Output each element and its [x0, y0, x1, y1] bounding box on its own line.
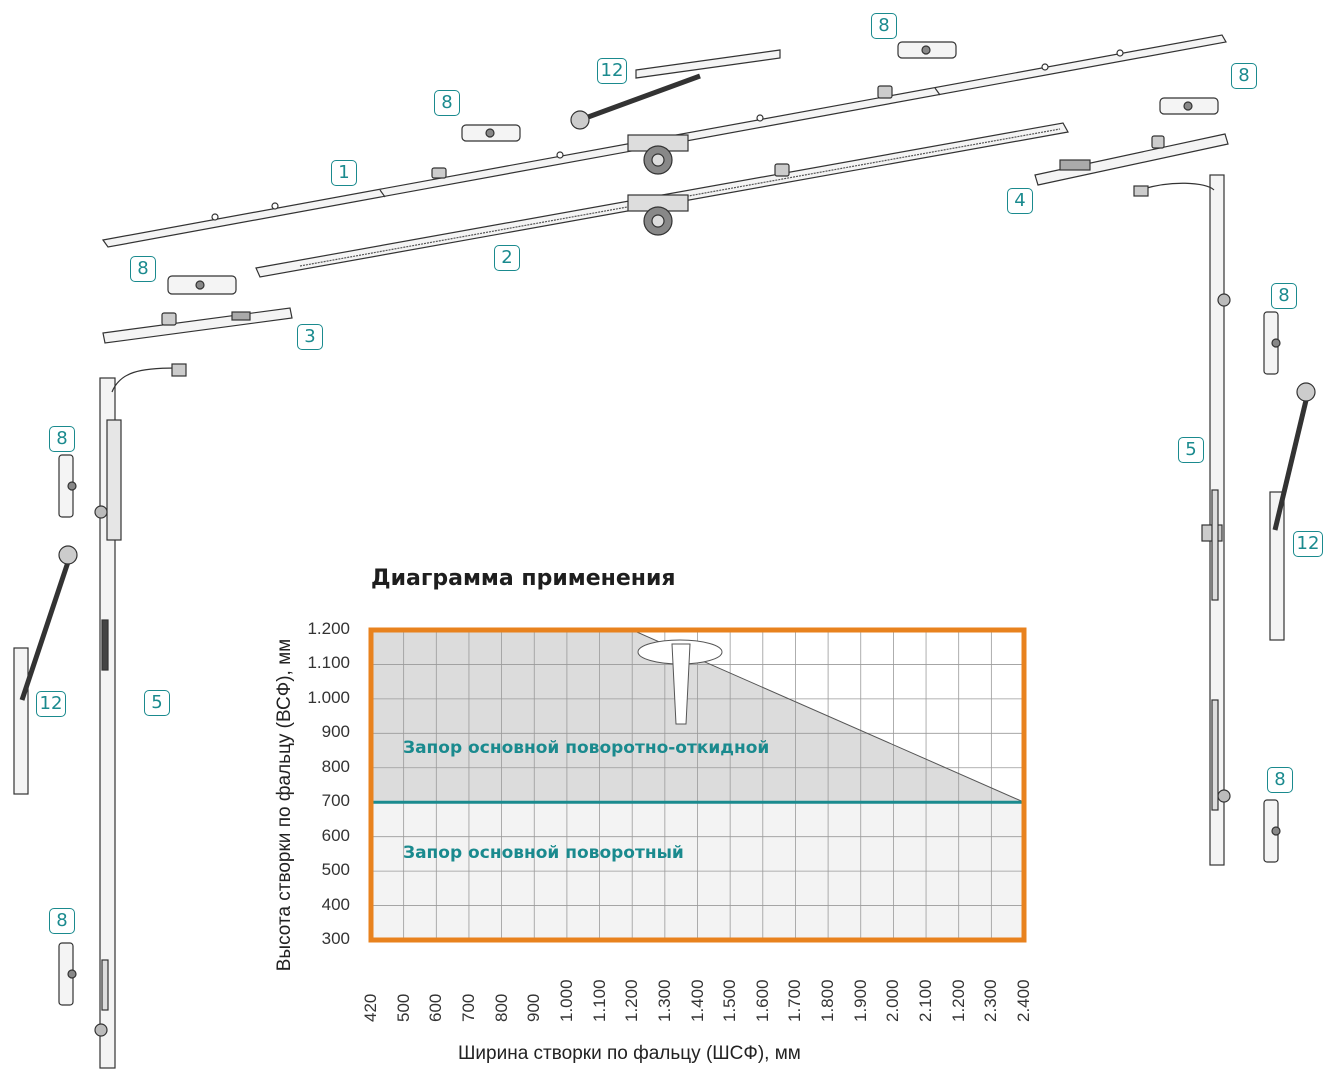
callout-8-right-a: 8	[1271, 283, 1297, 309]
tilt-stay-12-right	[1269, 382, 1316, 641]
region-label-swing: Запор основной поворотный	[403, 843, 684, 863]
x-tick-label: 800	[491, 993, 511, 1022]
y-tick-label: 1.100	[307, 653, 350, 673]
keeper-8-top-left	[461, 124, 521, 142]
keeper-8-right-b	[1263, 799, 1281, 863]
tilt-stay-12-top	[570, 49, 781, 130]
tilt-stay-12-left	[13, 545, 78, 795]
vertical-bar-right-5	[1133, 174, 1231, 866]
callout-5-right: 5	[1178, 437, 1204, 463]
chart-title: Диаграмма применения	[371, 566, 676, 591]
x-tick-label: 1.400	[687, 979, 707, 1022]
callout-4: 4	[1007, 188, 1033, 214]
callout-2: 2	[494, 245, 520, 271]
callout-12-right: 12	[1293, 531, 1323, 557]
callout-8-left-b: 8	[49, 908, 75, 934]
callout-12-left: 12	[36, 691, 66, 717]
handle-icon	[637, 639, 723, 725]
keeper-8-left-a	[58, 454, 77, 518]
corner-drive-3	[102, 307, 293, 344]
x-tick-label: 1.300	[654, 979, 674, 1022]
x-tick-label: 600	[426, 993, 446, 1022]
callout-12-top: 12	[597, 58, 627, 84]
x-tick-label: 900	[524, 993, 544, 1022]
y-tick-label: 1.000	[307, 687, 350, 707]
x-tick-label: 1.900	[850, 979, 870, 1022]
espagnolette-2	[255, 122, 1069, 278]
espagnolette-top-1	[101, 34, 1227, 248]
callout-8-top-mid: 8	[871, 13, 897, 39]
y-tick-label: 700	[321, 791, 350, 811]
corner-drive-4	[1034, 133, 1229, 186]
y-tick-label: 500	[321, 860, 350, 880]
x-tick-label: 2.400	[1014, 979, 1033, 1022]
callout-1: 1	[331, 160, 357, 186]
keeper-8-top-mid	[897, 41, 957, 59]
x-tick-label: 1.500	[720, 979, 740, 1022]
x-tick-label: 1.200	[622, 979, 642, 1022]
y-tick-label: 400	[321, 894, 350, 914]
x-tick-label: 1.200	[948, 979, 968, 1022]
x-tick-label: 2.000	[883, 979, 903, 1022]
callout-8-top-left: 8	[434, 90, 460, 116]
x-axis-label: Ширина створки по фальцу (ШСФ), мм	[458, 1043, 801, 1064]
x-tick-label: 500	[393, 993, 413, 1022]
keeper-8-right-a	[1263, 311, 1281, 375]
x-tick-label: 700	[458, 993, 478, 1022]
application-chart	[368, 627, 1027, 943]
x-tick-label: 1.600	[752, 979, 772, 1022]
callout-8-right-b: 8	[1267, 767, 1293, 793]
y-tick-label: 800	[321, 756, 350, 776]
chart-frame	[368, 627, 1027, 943]
x-tick-label: 1.700	[785, 979, 805, 1022]
callout-8-left-a: 8	[49, 426, 75, 452]
callout-5-left: 5	[144, 690, 170, 716]
x-tick-label: 1.000	[556, 979, 576, 1022]
x-tick-label: 420	[361, 993, 380, 1022]
y-tick-label: 300	[321, 929, 350, 948]
chart-grid	[370, 629, 1025, 941]
x-tick-label: 2.100	[916, 979, 936, 1022]
callout-3: 3	[297, 324, 323, 350]
x-tick-label: 1.100	[589, 979, 609, 1022]
callout-8-left-top: 8	[130, 256, 156, 282]
keeper-8-left-top	[167, 275, 237, 295]
hardware-drawing	[13, 34, 1316, 1069]
y-tick-label: 900	[321, 722, 350, 742]
region-label-tilt-turn: Запор основной поворотно-откидной	[403, 738, 770, 758]
keeper-8-top-right	[1159, 97, 1219, 115]
x-tick-label: 2.300	[981, 979, 1001, 1022]
x-tick-label: 1.800	[818, 979, 838, 1022]
callout-8-top-right: 8	[1231, 63, 1257, 89]
keeper-8-left-b	[58, 942, 77, 1006]
y-tick-label: 600	[321, 825, 350, 845]
vertical-bar-left-5	[94, 363, 187, 1069]
y-tick-label: 1.200	[307, 619, 350, 638]
